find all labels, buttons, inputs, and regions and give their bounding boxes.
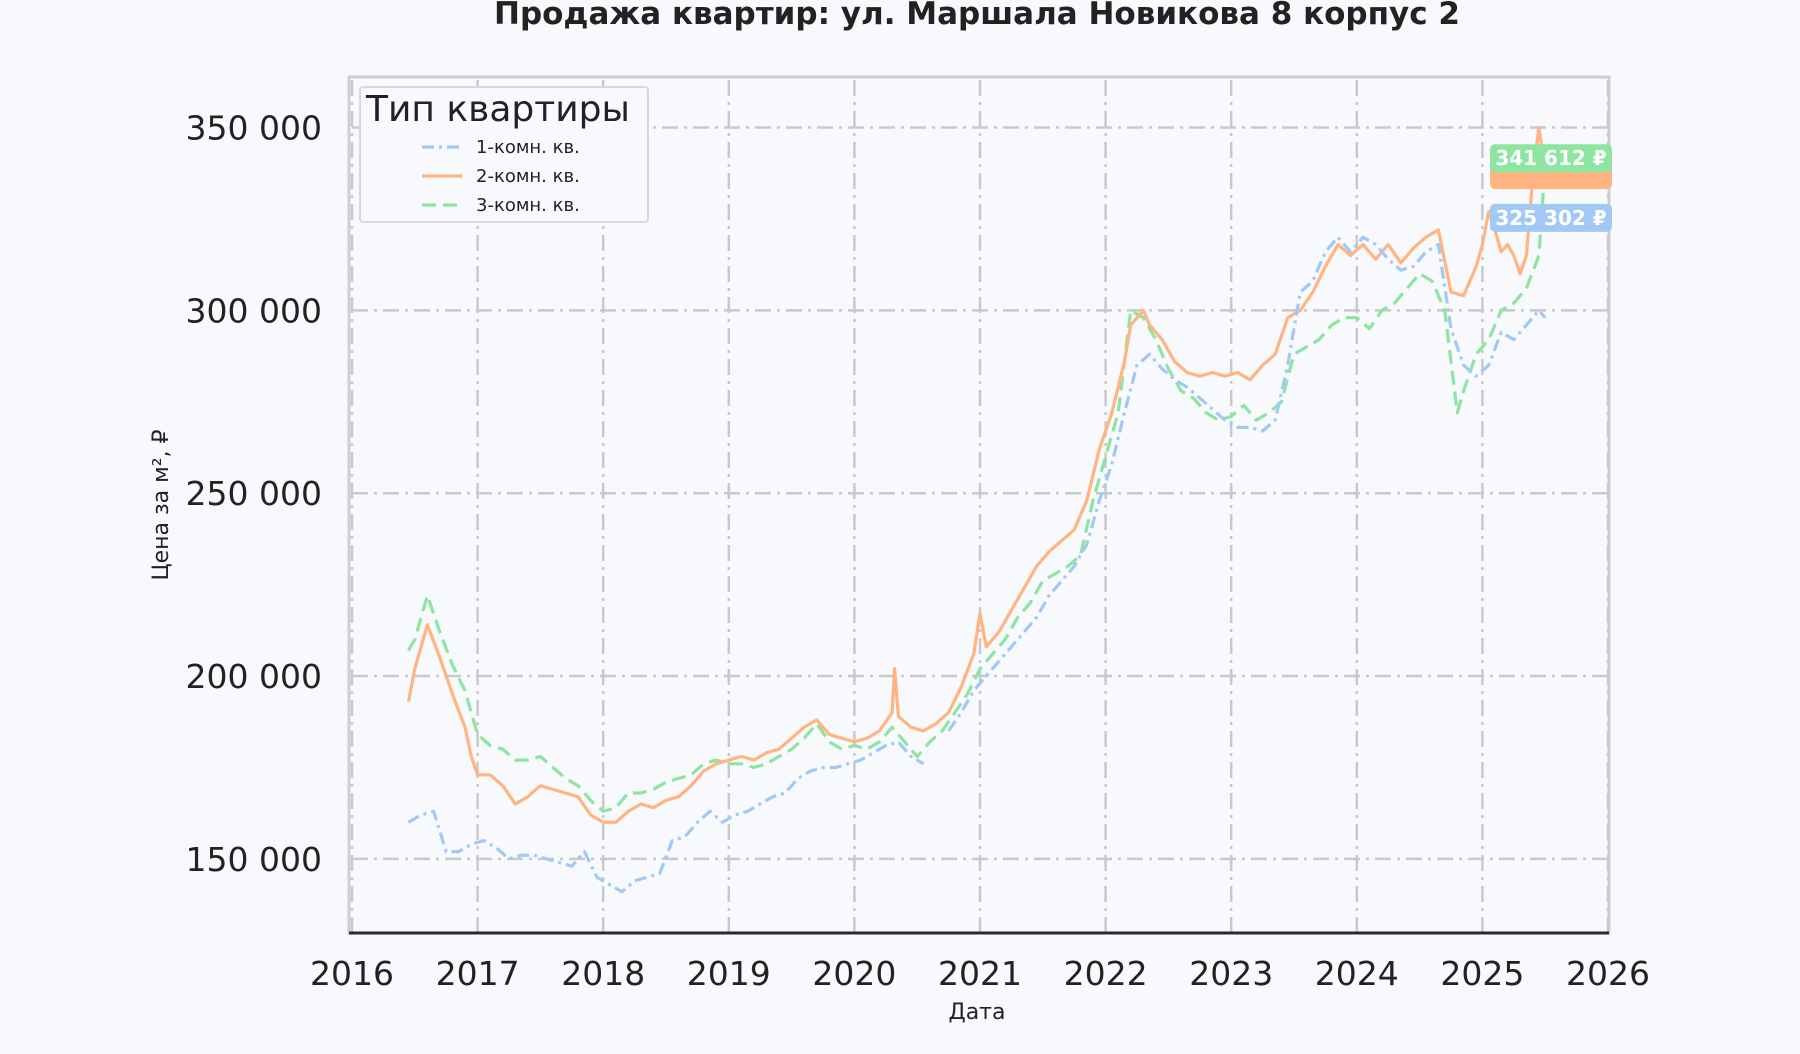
chart-title: Продажа квартир: ул. Маршала Новикова 8 … [494,0,1460,32]
legend-entry: 1-комн. кв. [476,137,580,158]
y-tick-label: 150 000 [186,840,322,879]
end-label-text: 341 612 ₽ [1495,146,1606,170]
legend-title: Тип квартиры [365,89,630,130]
series-line-2 [406,125,1547,824]
end-labels: 341 612 ₽ 325 302 ₽ [1490,144,1612,232]
end-label-box [1490,144,1612,173]
series-line-3 [407,163,1547,813]
x-tick-label: 2026 [1566,954,1650,993]
x-tick-label: 2017 [436,954,520,993]
legend-items: 1-комн. кв. 2-комн. кв. 3-комн. кв. [422,137,580,216]
series-lines [406,125,1547,894]
legend: Тип квартиры 1-комн. кв. 2-комн. кв. 3-ком… [359,86,649,223]
x-tick-label: 2021 [938,954,1022,993]
end-label-text: 325 302 ₽ [1495,206,1606,230]
y-tick-label: 250 000 [186,474,322,513]
x-tick-label: 2016 [310,954,394,993]
series-line-1 [407,740,925,894]
x-tick-label: 2019 [687,954,771,993]
legend-entry: 2-комн. кв. [476,166,580,187]
x-tick-label: 2025 [1440,954,1524,993]
legend-entry: 3-комн. кв. [476,195,580,216]
x-tick-label: 2023 [1189,954,1273,993]
x-tick-label: 2018 [561,954,645,993]
y-axis-label: Цена за м², ₽ [149,429,174,580]
x-tick-label: 2024 [1315,954,1399,993]
legend-box [359,86,649,223]
x-tick-label: 2022 [1064,954,1148,993]
x-axis-label: Дата [949,1000,1006,1025]
grid [350,80,1610,932]
series-line-1 [947,235,1547,732]
end-label-box [1490,203,1612,232]
y-tick-label: 350 000 [186,109,322,148]
x-tick-label: 2020 [812,954,896,993]
axes: 2016 2017 2018 2019 2020 2021 2022 2023 2024 2025… [186,109,1650,993]
y-tick-label: 200 000 [186,657,322,696]
y-tick-label: 300 000 [186,291,322,330]
